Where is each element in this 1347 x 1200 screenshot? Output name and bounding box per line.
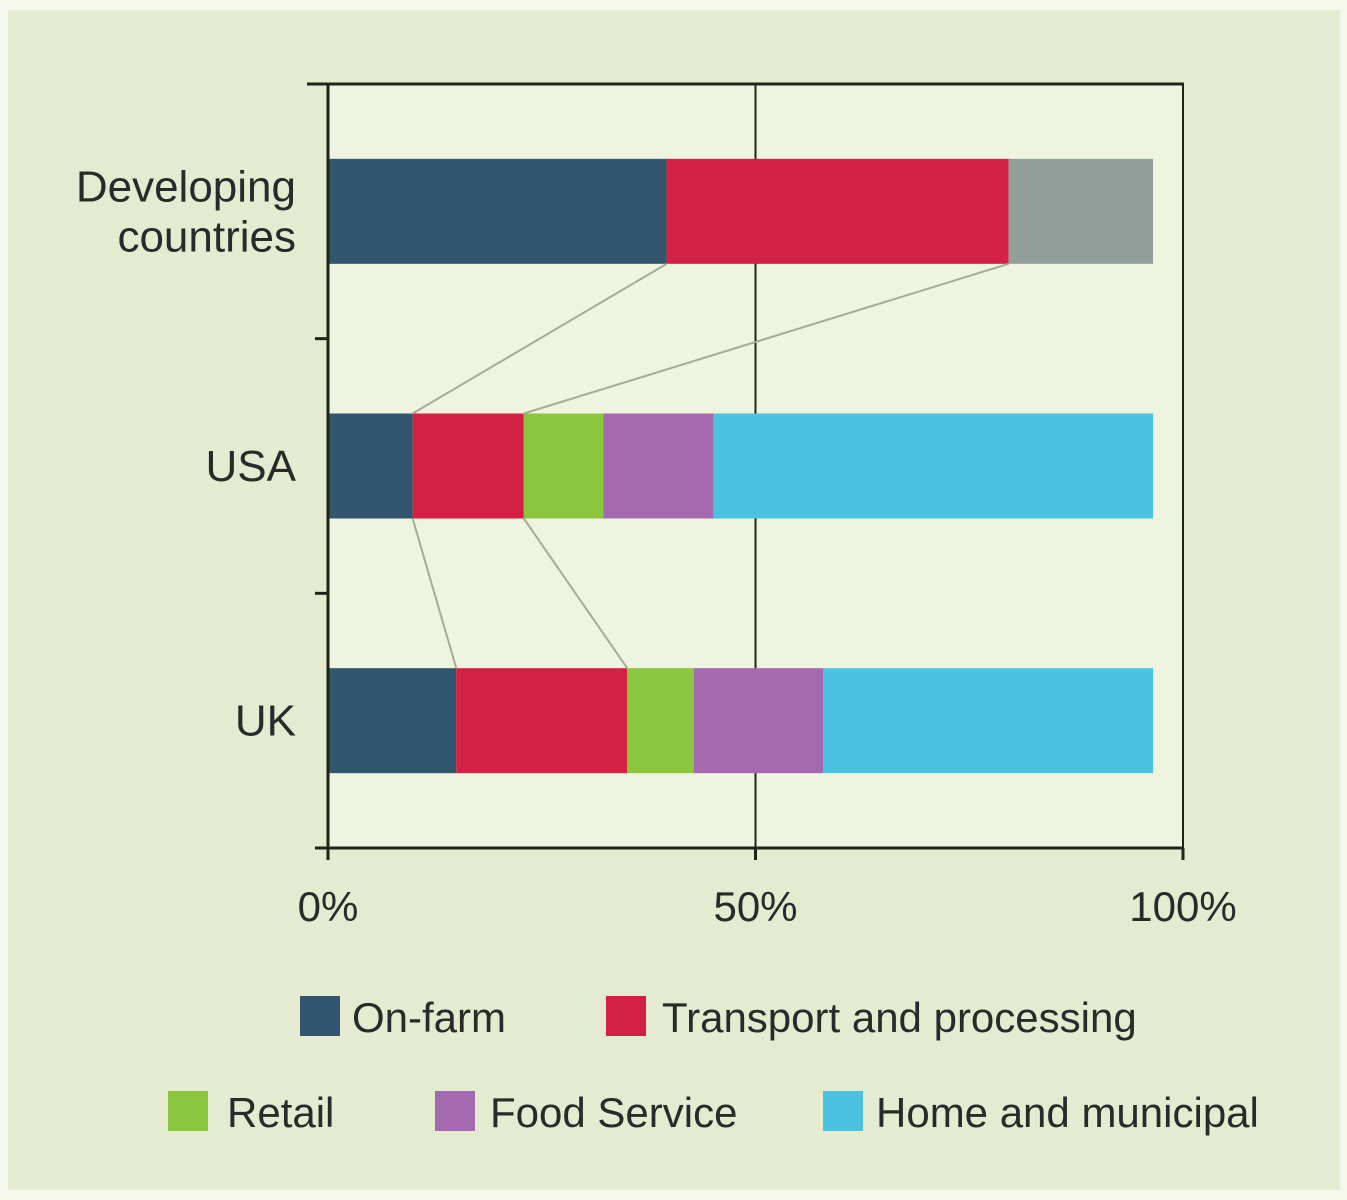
bar-segment <box>603 413 714 519</box>
connector-line <box>412 262 668 415</box>
bar-segment <box>412 413 524 519</box>
bar-segment <box>627 668 694 774</box>
bar-segment <box>328 668 457 774</box>
bar-segment <box>523 413 604 519</box>
bar-segment <box>328 413 413 519</box>
bar-segment <box>713 413 1154 519</box>
connector-line <box>411 518 458 669</box>
legend-swatch <box>823 1091 863 1131</box>
bar-segment <box>456 668 628 774</box>
x-tick-label: 50% <box>713 883 797 930</box>
category-label: countries <box>117 212 296 261</box>
legend-label: Retail <box>227 1089 334 1136</box>
bar-segment <box>823 668 1154 774</box>
connector-line <box>523 262 1009 415</box>
bar-segment <box>328 158 667 264</box>
category-label: Developing <box>76 162 296 211</box>
bar-segment <box>666 158 1009 264</box>
legend-label: On-farm <box>352 994 506 1041</box>
legend-label: Food Service <box>490 1089 737 1136</box>
bar-segment <box>1008 158 1154 264</box>
connector-line <box>522 517 629 669</box>
category-label: UK <box>235 697 296 746</box>
legend-swatch <box>168 1091 208 1131</box>
legend-label: Transport and processing <box>662 994 1137 1041</box>
legend-swatch <box>300 996 340 1036</box>
legend-swatch <box>606 996 646 1036</box>
legend-label: Home and municipal <box>876 1089 1259 1136</box>
bar-segment <box>693 668 824 774</box>
x-tick-label: 0% <box>298 883 359 930</box>
x-tick-label: 100% <box>1129 883 1236 930</box>
category-label: USA <box>206 442 297 491</box>
legend-swatch <box>435 1091 475 1131</box>
